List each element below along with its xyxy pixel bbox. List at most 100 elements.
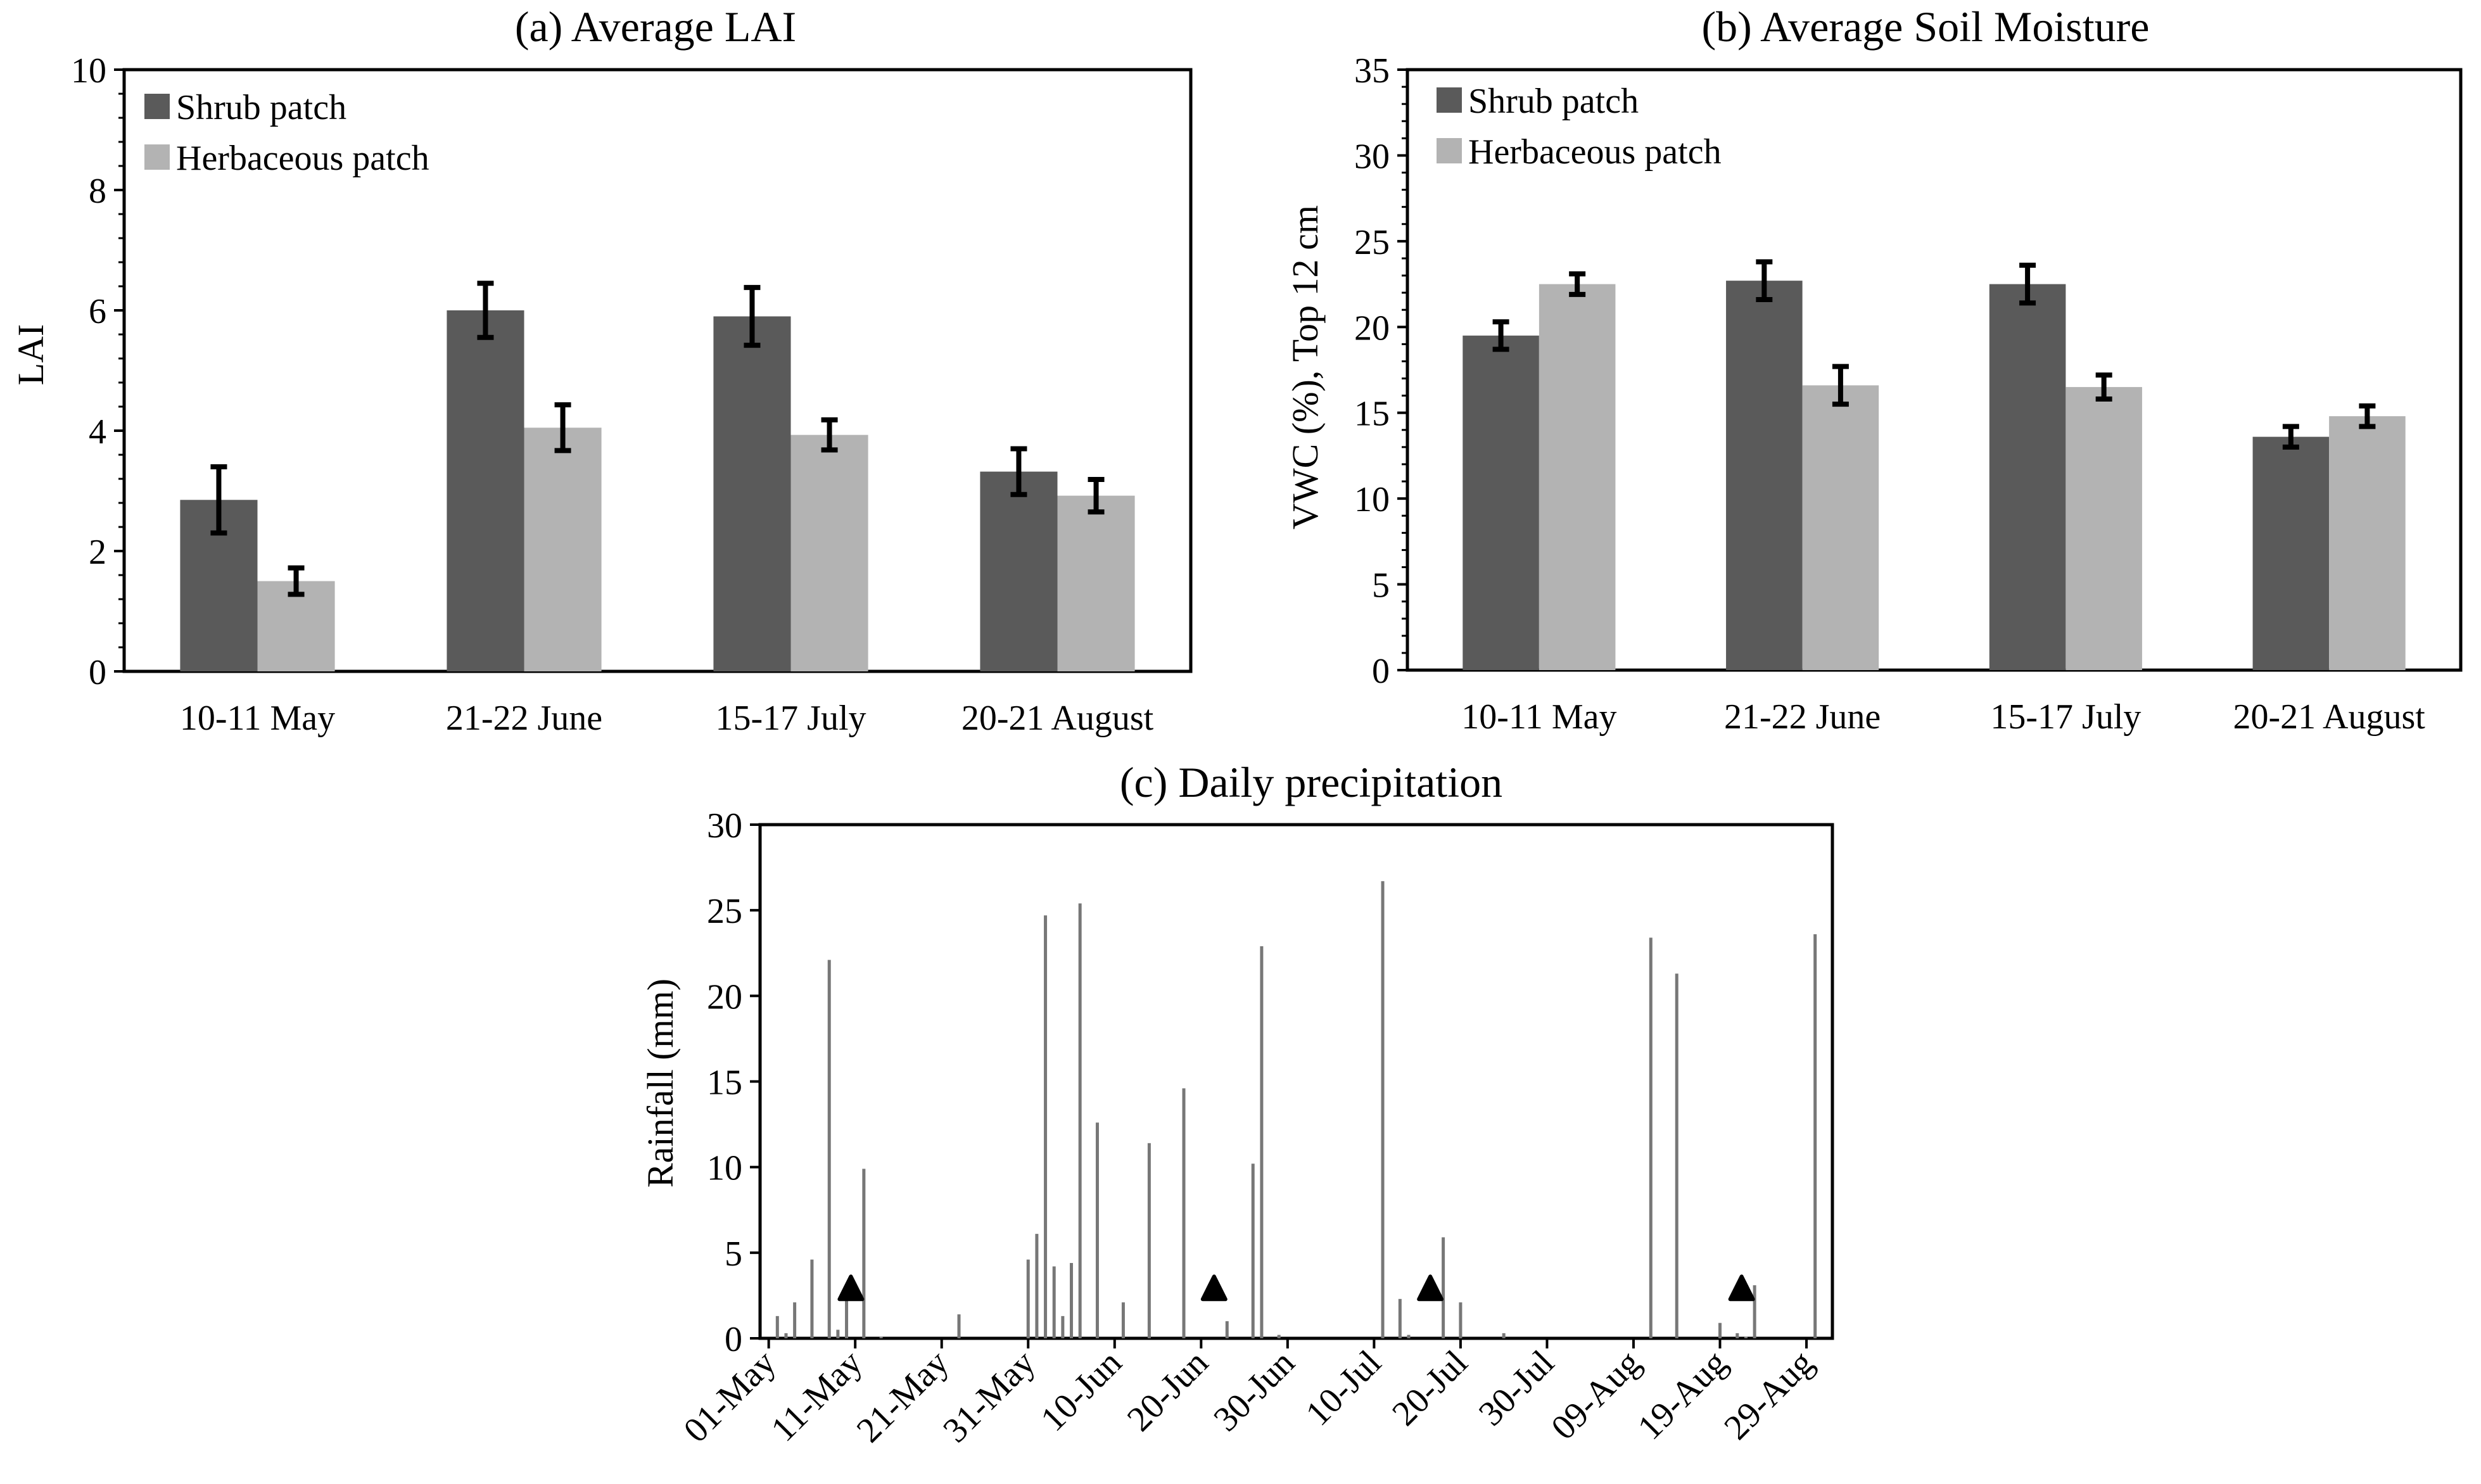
rain-bar bbox=[827, 960, 831, 1338]
rain-bar bbox=[1078, 903, 1082, 1338]
rain-bar bbox=[862, 1169, 866, 1338]
panel-a-lai-chart: (a) Average LAI LAI 0 2 4 6 8 10 10-11 May 21-… bbox=[10, 3, 1193, 738]
x-tick-label: 10-Jun bbox=[1033, 1343, 1129, 1439]
rain-bar bbox=[1718, 1322, 1722, 1338]
legend-swatch-herb bbox=[144, 144, 170, 170]
rain-bar bbox=[845, 1288, 849, 1338]
y-tick-label: 10 bbox=[1354, 480, 1390, 519]
x-tick-label: 20-Jul bbox=[1385, 1343, 1475, 1433]
x-tick-label: 21-22 June bbox=[1724, 697, 1881, 737]
rain-bar bbox=[1277, 1335, 1281, 1338]
x-tick-label: 30-Jun bbox=[1206, 1343, 1302, 1439]
x-tick-label: 15-17 July bbox=[716, 699, 866, 738]
y-tick-label: 15 bbox=[1354, 395, 1390, 434]
panel-c-marks bbox=[775, 881, 1817, 1338]
x-tick-label: 21-22 June bbox=[446, 699, 602, 738]
x-tick-label: 29-Aug bbox=[1716, 1343, 1821, 1447]
bar-shrub bbox=[713, 316, 791, 671]
bar-herb bbox=[2065, 387, 2142, 670]
rain-bar bbox=[1442, 1237, 1445, 1338]
rain-bar bbox=[1753, 1285, 1756, 1338]
y-tick-label: 0 bbox=[89, 653, 106, 692]
panel-c-ylabel: Rainfall (mm) bbox=[640, 979, 681, 1188]
y-tick-label: 5 bbox=[725, 1234, 742, 1274]
bar-herb bbox=[1539, 284, 1616, 671]
y-tick-label: 15 bbox=[707, 1063, 742, 1103]
rain-bar bbox=[879, 1336, 883, 1338]
rain-bar bbox=[1459, 1302, 1463, 1338]
rain-bar bbox=[836, 1329, 840, 1338]
legend-label-herb: Herbaceous patch bbox=[176, 139, 429, 178]
x-tick-label: 31-May bbox=[936, 1343, 1043, 1450]
rain-bar bbox=[1070, 1263, 1074, 1338]
y-tick-label: 30 bbox=[707, 806, 742, 846]
x-tick-label: 10-Jul bbox=[1298, 1343, 1389, 1433]
sampling-marker bbox=[1200, 1274, 1228, 1302]
rain-bar bbox=[1225, 1321, 1229, 1338]
panel-b-title: (b) Average Soil Moisture bbox=[1702, 3, 2150, 51]
sampling-marker bbox=[1728, 1274, 1755, 1302]
x-tick-label: 19-Aug bbox=[1630, 1343, 1735, 1447]
rain-bar bbox=[1121, 1302, 1125, 1338]
panel-b-plot-area: 0 5 10 15 20 25 30 35 bbox=[1354, 51, 2463, 691]
rain-bar bbox=[1182, 1088, 1186, 1338]
x-tick-label: 20-21 August bbox=[961, 699, 1154, 738]
x-tick-label: 10-11 May bbox=[180, 699, 335, 738]
rain-bar bbox=[1381, 881, 1385, 1338]
legend-label-shrub: Shrub patch bbox=[1468, 82, 1639, 121]
y-tick-label: 0 bbox=[725, 1320, 742, 1359]
rain-bar bbox=[1026, 1259, 1030, 1338]
bar-shrub bbox=[980, 471, 1058, 671]
x-tick-label: 20-21 August bbox=[2233, 697, 2425, 737]
plot-frame bbox=[758, 823, 1834, 1340]
rain-bar bbox=[784, 1333, 788, 1338]
y-tick-label: 20 bbox=[1354, 308, 1390, 348]
legend-swatch-shrub bbox=[144, 94, 170, 119]
rain-bar bbox=[1251, 1164, 1255, 1338]
sampling-marker bbox=[1417, 1274, 1444, 1302]
bar-herb bbox=[524, 428, 602, 671]
bar-herb bbox=[1802, 385, 1879, 670]
panel-b-ylabel: VWC (%), Top 12 cm bbox=[1285, 205, 1326, 530]
bar-herb bbox=[790, 434, 868, 671]
bar-herb bbox=[2329, 416, 2406, 670]
y-tick-label: 35 bbox=[1354, 51, 1390, 91]
rain-bar bbox=[1044, 915, 1048, 1338]
panel-a-marks: 10-11 May 21-22 June 15-17 July 20-21 Augus… bbox=[180, 281, 1154, 738]
panel-c-plot-area: 05101520253001-May11-May21-May31-May10-J… bbox=[676, 806, 1834, 1450]
x-tick-label: 09-Aug bbox=[1544, 1343, 1648, 1447]
rain-bar bbox=[775, 1316, 779, 1338]
y-tick-label: 2 bbox=[89, 533, 106, 572]
y-tick-label: 4 bbox=[89, 412, 106, 452]
y-tick-label: 30 bbox=[1354, 137, 1390, 176]
panel-b-marks: 10-11 May 21-22 June 15-17 July 20-21 Augus… bbox=[1461, 259, 2425, 737]
rain-bar bbox=[1398, 1298, 1402, 1338]
plot-frame bbox=[1405, 68, 2463, 672]
y-tick-label: 8 bbox=[89, 172, 106, 211]
bar-herb bbox=[1057, 495, 1135, 671]
rain-bar bbox=[1649, 937, 1653, 1338]
y-tick-label: 25 bbox=[1354, 223, 1390, 262]
y-tick-label: 25 bbox=[707, 892, 742, 931]
rain-bar bbox=[1675, 973, 1678, 1338]
y-tick-label: 0 bbox=[1372, 652, 1390, 691]
rain-bar bbox=[1735, 1333, 1739, 1338]
panel-a-legend: Shrub patch Herbaceous patch bbox=[144, 88, 429, 178]
bar-shrub bbox=[1726, 281, 1803, 670]
x-tick-label: 20-Jun bbox=[1120, 1343, 1216, 1439]
panel-a-ylabel: LAI bbox=[10, 324, 51, 386]
rain-bar bbox=[1502, 1333, 1506, 1338]
bar-shrub bbox=[447, 310, 524, 671]
rain-bar bbox=[1813, 934, 1817, 1338]
bar-shrub bbox=[2252, 436, 2330, 670]
x-tick-label: 15-17 July bbox=[1990, 697, 2141, 737]
y-tick-label: 10 bbox=[71, 51, 106, 91]
bar-shrub bbox=[1463, 335, 1539, 670]
sampling-marker bbox=[837, 1274, 865, 1302]
y-tick-label: 20 bbox=[707, 977, 742, 1017]
legend-swatch-shrub bbox=[1437, 87, 1462, 113]
panel-b-soil-moisture-chart: (b) Average Soil Moisture VWC (%), Top 1… bbox=[1285, 3, 2463, 737]
panel-a-title: (a) Average LAI bbox=[515, 3, 796, 51]
panel-b-legend: Shrub patch Herbaceous patch bbox=[1437, 82, 1722, 172]
